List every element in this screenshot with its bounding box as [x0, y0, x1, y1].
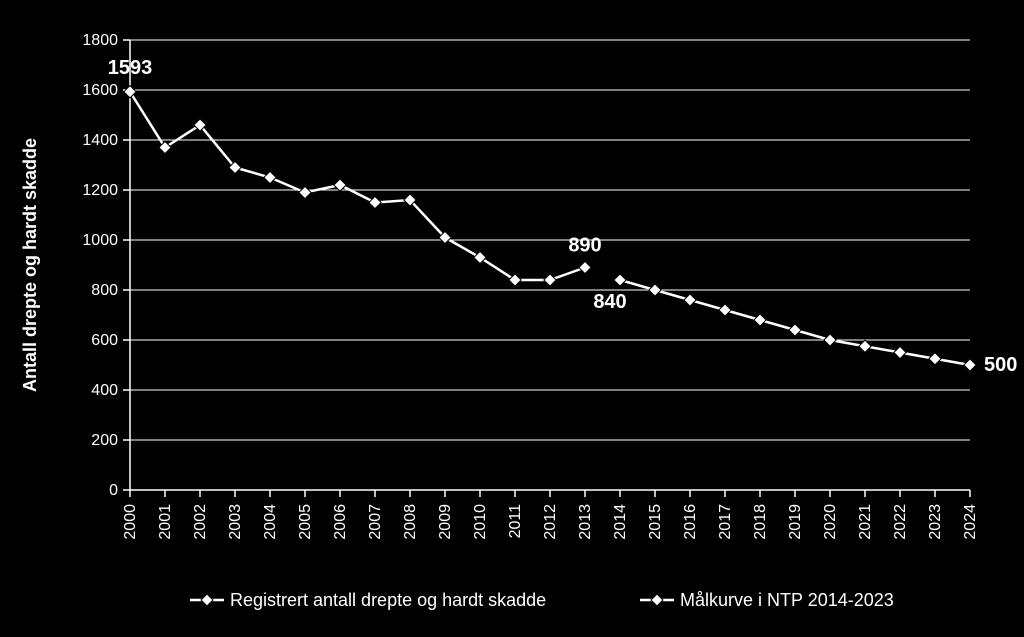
x-tick-label: 2020: [822, 504, 839, 540]
data-label: 840: [593, 291, 626, 313]
x-tick-label: 2004: [262, 504, 279, 540]
y-tick-label: 600: [91, 332, 118, 349]
x-tick-label: 2003: [227, 504, 244, 540]
x-tick-label: 2010: [472, 504, 489, 540]
x-tick-label: 2019: [787, 504, 804, 540]
x-tick-label: 2012: [542, 504, 559, 540]
y-tick-label: 800: [91, 282, 118, 299]
y-tick-label: 1400: [82, 132, 118, 149]
y-tick-label: 0: [109, 482, 118, 499]
x-tick-label: 2021: [857, 504, 874, 540]
chart-background: [0, 0, 1024, 637]
x-tick-label: 2002: [192, 504, 209, 540]
x-tick-label: 2006: [332, 504, 349, 540]
data-label: 1593: [108, 57, 153, 79]
line-chart: 0 200 400 600 800 1000 1200 1400 1600 1800 2000 200…: [0, 0, 1024, 637]
data-label: 500: [984, 354, 1017, 376]
y-tick-label: 1600: [82, 82, 118, 99]
x-tick-label: 2015: [647, 504, 664, 540]
x-tick-label: 2014: [612, 504, 629, 540]
data-label: 890: [568, 235, 601, 257]
y-tick-label: 400: [91, 382, 118, 399]
x-tick-label: 2013: [577, 504, 594, 540]
x-tick-label: 2024: [962, 504, 979, 540]
legend-label: Målkurve i NTP 2014-2023: [680, 590, 894, 610]
y-tick-label: 1000: [82, 232, 118, 249]
x-tick-label: 2022: [892, 504, 909, 540]
x-tick-label: 2000: [122, 504, 139, 540]
x-tick-label: 2017: [717, 504, 734, 540]
x-tick-label: 2005: [297, 504, 314, 540]
x-tick-label: 2009: [437, 504, 454, 540]
y-tick-label: 1800: [82, 32, 118, 49]
x-tick-label: 2007: [367, 504, 384, 540]
y-tick-label: 1200: [82, 182, 118, 199]
x-tick-label: 2023: [927, 504, 944, 540]
x-tick-label: 2001: [157, 504, 174, 540]
x-tick-label: 2016: [682, 504, 699, 540]
x-tick-label: 2018: [752, 504, 769, 540]
y-axis-label: Antall drepte og hardt skadde: [20, 138, 40, 392]
y-tick-label: 200: [91, 432, 118, 449]
x-tick-label: 2008: [402, 504, 419, 540]
x-tick-label: 2011: [507, 504, 524, 539]
legend-label: Registrert antall drepte og hardt skadde: [230, 590, 546, 610]
